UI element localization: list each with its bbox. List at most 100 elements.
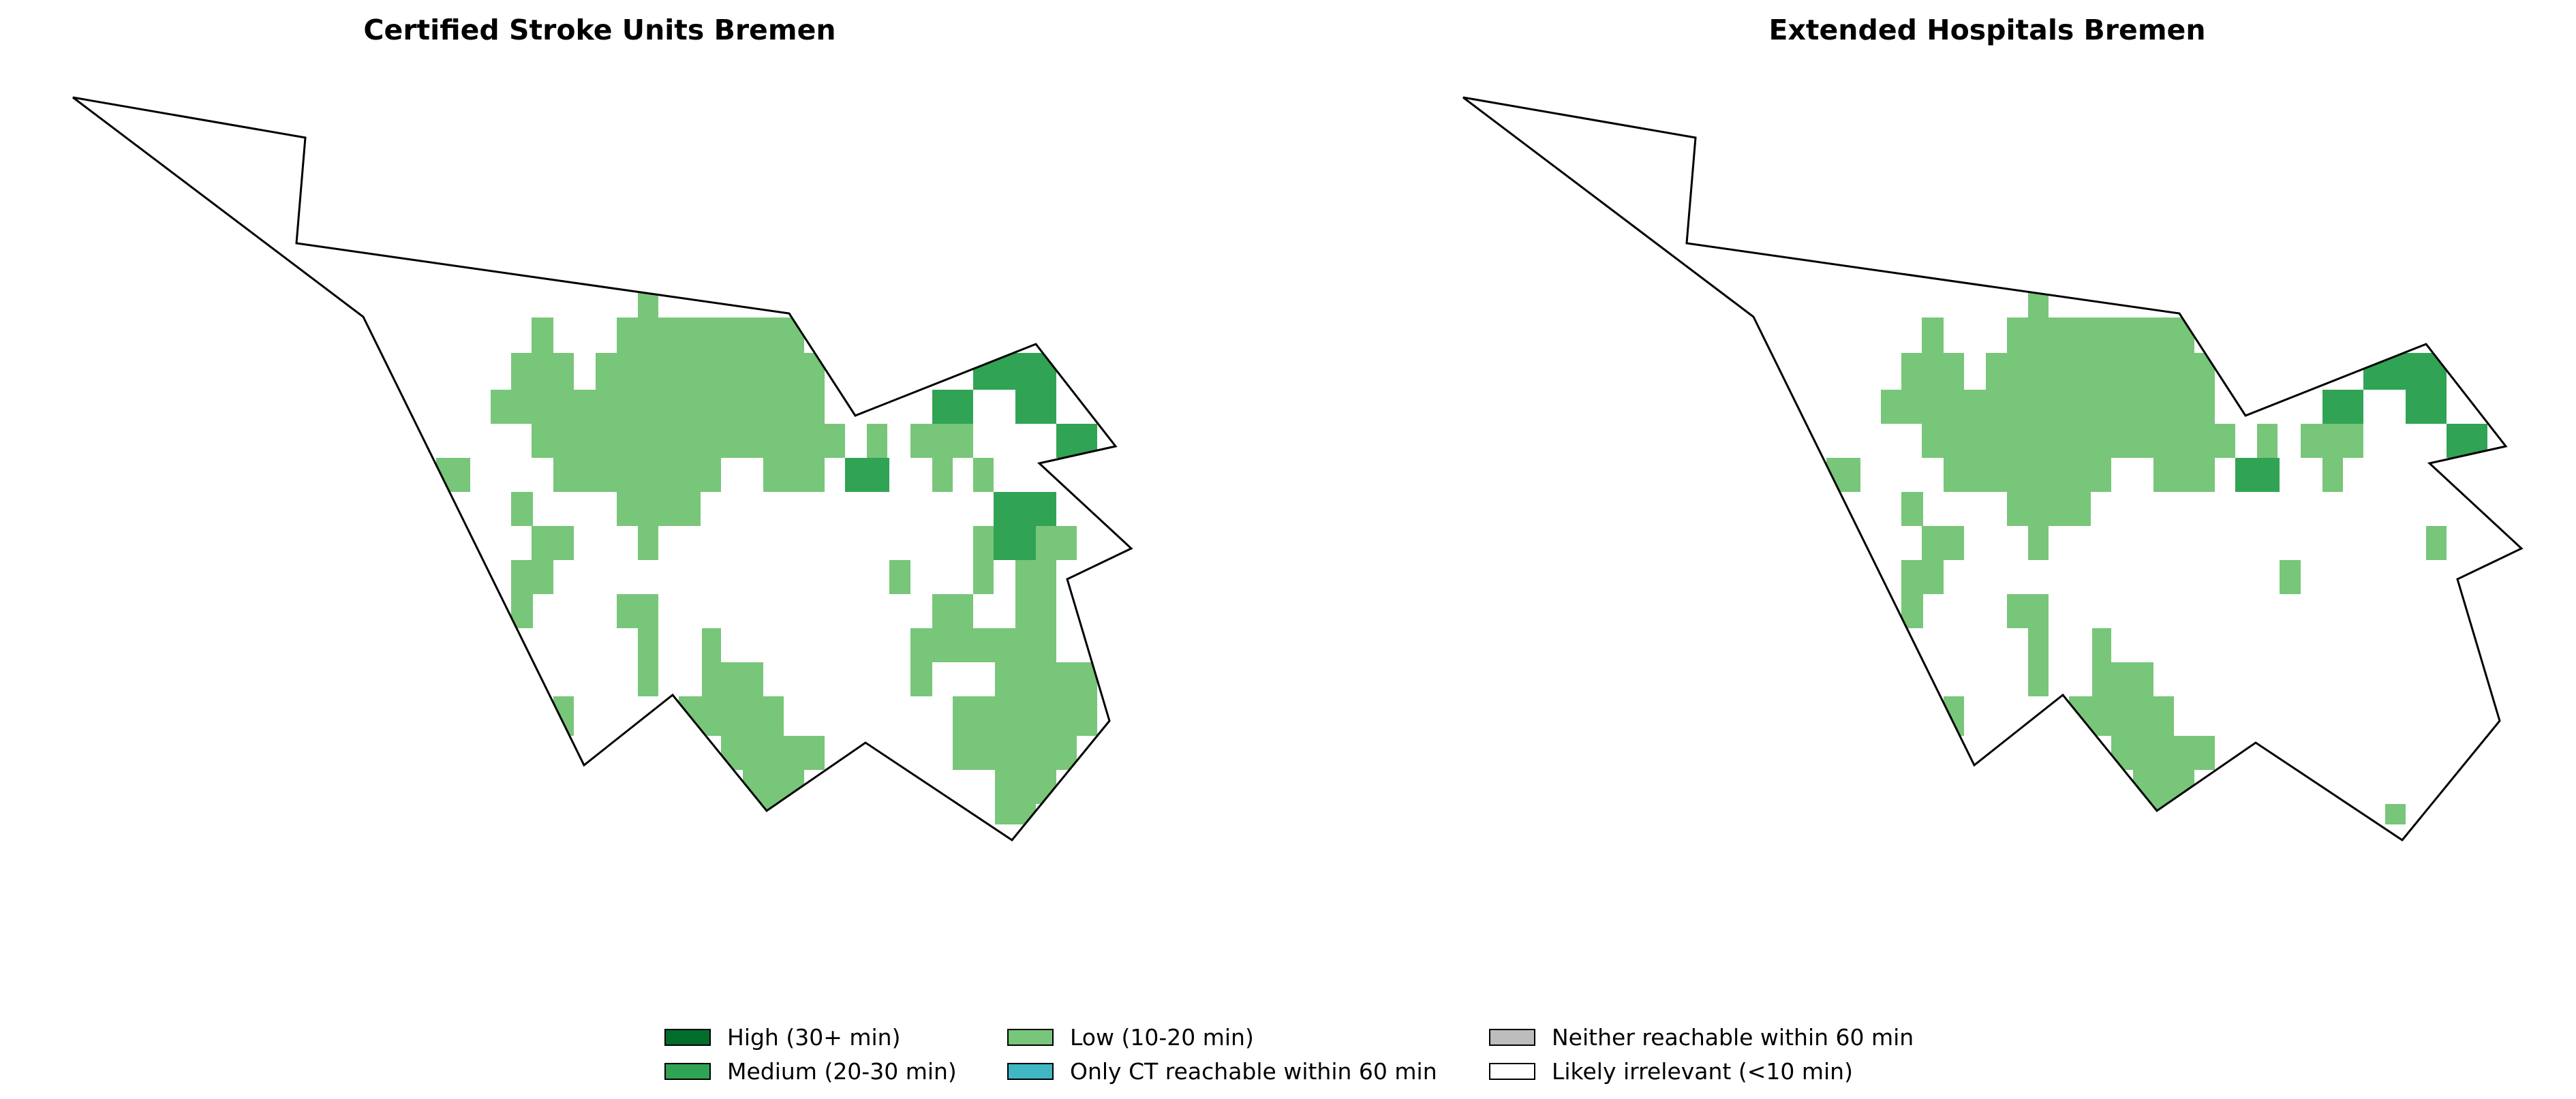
left-cell-low <box>1015 594 1056 628</box>
right-cell-low <box>2092 628 2111 662</box>
legend-item-high: High (30+ min) <box>664 1022 900 1052</box>
left-cell-low <box>617 594 658 628</box>
right-cell-low <box>1901 353 1964 390</box>
legend: High (30+ min) Medium (20-30 min) Low (1… <box>0 1022 2576 1097</box>
right-cell-low <box>1922 318 1944 353</box>
left-cell-low <box>973 560 994 594</box>
left-cell-low <box>617 318 804 353</box>
left-cell-low <box>532 318 553 353</box>
legend-item-medium: Medium (20-30 min) <box>664 1056 957 1086</box>
legend-label-medium: Medium (20-30 min) <box>727 1057 957 1085</box>
right-cell-low <box>2280 560 2301 594</box>
left-cell-medium <box>845 458 889 492</box>
left-cell-low <box>932 594 973 628</box>
right-cell-low <box>2153 458 2215 492</box>
left-cell-low <box>511 560 553 594</box>
legend-swatch-high <box>664 1028 711 1046</box>
left-cell-low <box>910 628 1056 662</box>
right-cell-low <box>2069 696 2133 736</box>
right-cell-low <box>2028 662 2049 696</box>
left-cell-low <box>973 526 994 560</box>
left-cell-low <box>1036 526 1077 560</box>
left-cell-low <box>638 628 658 662</box>
right-cell-low <box>2007 318 2194 353</box>
right-cell-low <box>2133 770 2194 804</box>
right-cell-low <box>2257 424 2278 458</box>
right-cell-low <box>1922 526 1964 560</box>
left-bremen-boundary <box>72 96 1133 842</box>
legend-label-irrelevant: Likely irrelevant (<10 min) <box>1552 1057 1853 1085</box>
left-cell-low <box>532 526 574 560</box>
left-cell-low <box>973 458 994 492</box>
right-cell-low <box>2092 662 2153 696</box>
left-cell-low <box>679 696 743 736</box>
right-cell-low <box>1901 560 1944 594</box>
left-cell-medium <box>932 390 973 424</box>
legend-swatch-medium <box>664 1062 711 1080</box>
panel-title-stroke-units: Certified Stroke Units Bremen <box>363 14 836 46</box>
right-cell-low <box>2426 526 2447 560</box>
left-cell-low <box>638 526 658 560</box>
map-extended-hospitals <box>1462 96 2524 842</box>
legend-item-neither: Neither reachable within 60 min <box>1489 1022 1914 1052</box>
left-cell-low <box>702 628 721 662</box>
left-cell-low <box>889 560 910 594</box>
right-cell-medium <box>2363 353 2447 390</box>
panel-title-extended-hospitals: Extended Hospitals Bremen <box>1768 14 2206 46</box>
left-cell-low <box>638 662 658 696</box>
right-cell-low <box>1986 353 2215 390</box>
left-cell-low <box>491 390 825 424</box>
right-cell-low <box>2133 696 2174 736</box>
left-cell-low <box>511 492 533 526</box>
left-cell-low <box>553 696 574 736</box>
left-cell-low <box>743 696 784 736</box>
legend-swatch-neither <box>1489 1028 1535 1046</box>
legend-label-high: High (30+ min) <box>727 1023 901 1051</box>
right-cell-low <box>2028 628 2049 662</box>
legend-item-ct-only: Only CT reachable within 60 min <box>1007 1056 1437 1086</box>
right-cell-medium <box>2235 458 2280 492</box>
right-cell-low <box>2007 492 2091 526</box>
left-cell-medium <box>1015 390 1056 424</box>
right-cell-medium <box>2322 390 2363 424</box>
left-cell-low <box>638 293 658 320</box>
legend-item-irrelevant: Likely irrelevant (<10 min) <box>1489 1056 1853 1086</box>
right-cell-medium <box>2406 390 2447 424</box>
left-grid-cells <box>436 293 1097 824</box>
left-cell-low <box>1015 560 1056 594</box>
right-cell-low <box>2385 804 2406 824</box>
left-cell-low <box>932 458 953 492</box>
left-cell-low <box>953 696 1097 736</box>
map-stroke-units <box>72 96 1133 842</box>
right-cell-low <box>2028 293 2049 320</box>
left-cell-low <box>553 458 721 492</box>
left-cell-medium <box>994 526 1036 560</box>
left-cell-low <box>532 424 845 458</box>
left-cell-low <box>995 770 1056 804</box>
left-cell-low <box>596 353 825 390</box>
left-cell-low <box>511 353 574 390</box>
left-cell-low <box>953 736 1077 770</box>
left-cell-low <box>910 424 973 458</box>
left-cell-low <box>995 662 1097 696</box>
right-grid-cells <box>1826 293 2487 824</box>
left-cell-low <box>743 770 804 804</box>
right-cell-low <box>2301 424 2363 458</box>
left-cell-low <box>702 662 763 696</box>
legend-item-low: Low (10-20 min) <box>1007 1022 1254 1052</box>
left-cell-low <box>867 424 887 458</box>
right-cell-low <box>1922 424 2235 458</box>
right-cell-low <box>2111 736 2215 770</box>
legend-swatch-ct-only <box>1007 1062 1054 1080</box>
legend-swatch-low <box>1007 1028 1054 1046</box>
legend-swatch-irrelevant <box>1489 1062 1535 1080</box>
right-cell-low <box>2028 526 2049 560</box>
left-cell-low <box>995 804 1036 824</box>
right-cell-low <box>1944 696 1964 736</box>
left-cell-medium <box>994 492 1056 526</box>
legend-label-ct-only: Only CT reachable within 60 min <box>1070 1057 1437 1085</box>
left-cell-low <box>763 458 825 492</box>
right-cell-low <box>1881 390 2215 424</box>
right-cell-low <box>1944 458 2111 492</box>
right-cell-low <box>1901 492 1923 526</box>
